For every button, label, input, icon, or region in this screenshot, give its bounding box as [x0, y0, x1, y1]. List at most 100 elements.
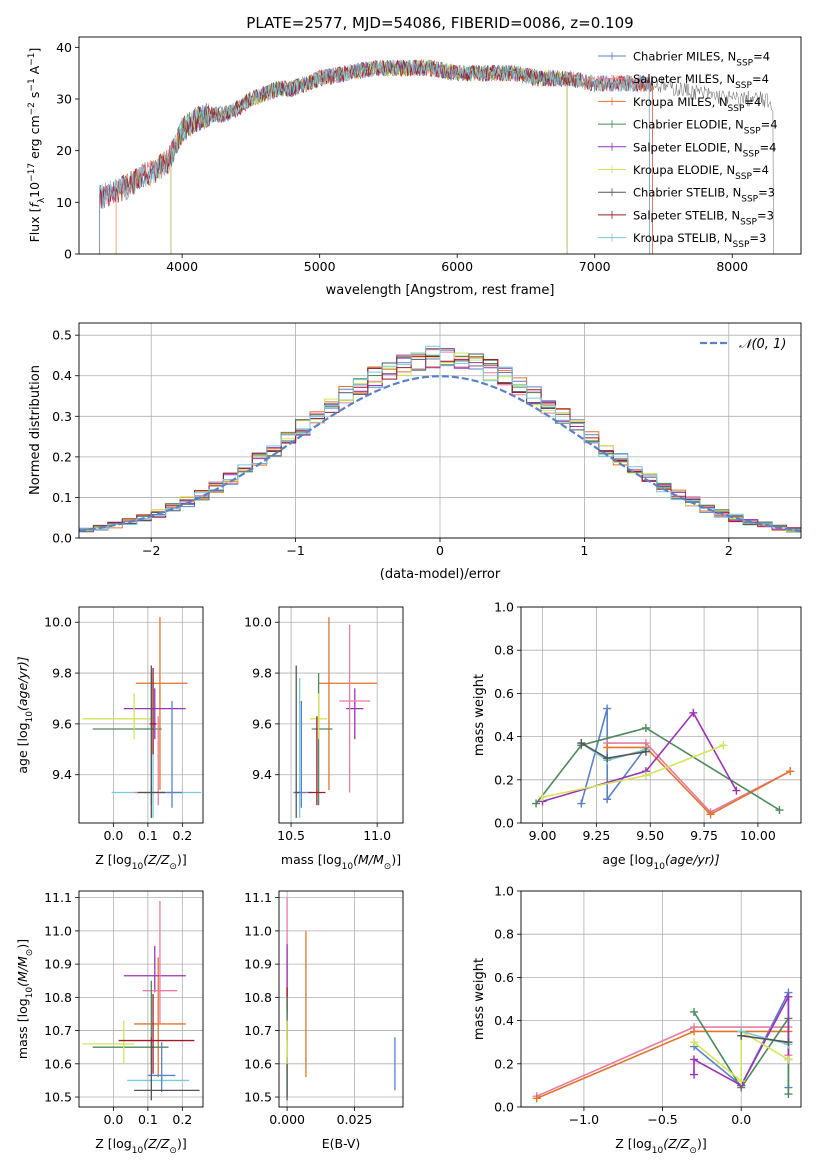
axes-frame [78, 36, 802, 255]
y-tick-label: 0.6 [494, 970, 514, 985]
y-tick-label: 9.8 [252, 666, 272, 681]
axes-frame [78, 606, 204, 824]
x-tick-label: 7000 [579, 259, 611, 274]
weight-line [741, 1034, 789, 1043]
x-tick-label: −1.0 [569, 1112, 599, 1127]
y-tick-label: 0.4 [494, 729, 514, 744]
x-axis-label-part: )] [177, 1136, 187, 1151]
plus-marker [689, 708, 698, 717]
x-axis-label-part: ⊙ [169, 1146, 177, 1156]
y-tick-label: 30 [56, 92, 72, 107]
y-tick-label: 0.2 [494, 772, 514, 787]
x-tick-label: 0.1 [138, 828, 158, 843]
legend-label-part: SSP [735, 81, 752, 91]
y-tick-label: 0.4 [494, 1013, 514, 1028]
x-axis-label: wavelength [Angstrom, rest frame] [326, 283, 555, 298]
legend-label-part: Chabrier MILES, N [633, 50, 736, 64]
y-axis-label-part: mass [log [15, 998, 30, 1059]
x-tick-label: 9.00 [529, 828, 557, 843]
legend-label-part: SSP [744, 127, 761, 137]
chart-weight-vs-Z: −1.0 −0.5 0.0 0.0 0.2 0.4 0.6 0.8 1.0 Z [log10(Z/… [472, 884, 802, 1156]
y-tick-label: 0.5 [52, 328, 72, 343]
legend-label-part: Salpeter STELIB, N [633, 208, 740, 222]
y-tick-label: 0.2 [494, 1056, 514, 1071]
legend-label: Chabrier STELIB, NSSP=3 [633, 186, 775, 205]
plus-marker [784, 1038, 793, 1047]
x-tick-label: 11.0 [363, 828, 391, 843]
x-axis-label: age [log10(age/yr)] [602, 852, 719, 872]
x-tick-label: 0.2 [172, 1112, 192, 1127]
x-tick-label: 1 [580, 543, 588, 558]
y-tick-label: 10.9 [244, 957, 272, 972]
y-axis-label-part: −1 [27, 78, 37, 91]
x-axis-label-part: (Z/Z [143, 1136, 170, 1151]
plot-area-weight-vs-Z [532, 988, 793, 1103]
x-axis-label: Z [log10(Z/Z⊙)] [615, 1136, 706, 1156]
legend-label: Chabrier ELODIE, NSSP=4 [633, 118, 778, 137]
y-tick-label: 0 [64, 247, 72, 262]
y-axis-label-part: age [log [15, 722, 30, 773]
y-tick-label: 10.0 [44, 615, 72, 630]
legend-label-part: =3 [758, 186, 775, 200]
x-tick-label: 4000 [166, 259, 198, 274]
y-tick-label: 10.7 [244, 1023, 272, 1038]
legend-label-part: =3 [757, 208, 774, 222]
y-axis-label-part: (M/M [15, 956, 30, 987]
y-tick-label: 10.0 [244, 615, 272, 630]
legend-label-part: SSP [741, 195, 758, 205]
x-axis-label: Z [log10(Z/Z⊙)] [95, 1136, 186, 1156]
plot-area-age-vs-Z [82, 617, 202, 818]
plus-marker [641, 723, 650, 732]
x-axis-label-part: (Z/Z [663, 1136, 690, 1151]
x-tick-label: 6000 [441, 259, 473, 274]
legend-label-part: =4 [744, 95, 761, 109]
y-axis-label: mass weight [472, 674, 487, 756]
y-tick-label: 20 [56, 143, 72, 158]
x-axis-label-part: ⊙ [689, 1146, 697, 1156]
x-axis-label-part: 10 [342, 862, 354, 872]
y-tick-label: 9.6 [252, 716, 272, 731]
x-axis-label-part: 10 [652, 1146, 664, 1156]
x-tick-label: 10.00 [740, 828, 776, 843]
plot-area-mass-vs-ebv [286, 897, 396, 1101]
x-tick-label: 0.2 [172, 828, 192, 843]
legend-label: Salpeter ELODIE, NSSP=4 [633, 140, 776, 159]
legend-label-part: Chabrier ELODIE, N [633, 118, 744, 132]
axes-frame [78, 322, 802, 539]
legend-label-part: =4 [753, 50, 770, 64]
plus-marker [690, 1038, 699, 1047]
x-axis-label: Z [log10(Z/Z⊙)] [95, 852, 186, 872]
x-axis-label: E(B-V) [322, 1136, 361, 1151]
chart-age-vs-Z: 0.0 0.1 0.29.49.69.810.0Z [log10(Z/Z⊙)]age… [15, 606, 204, 872]
y-axis-label-part: ] [27, 48, 42, 53]
weight-line [580, 708, 647, 804]
y-tick-label: 1.0 [494, 600, 514, 615]
y-tick-label: 0.0 [494, 1100, 514, 1115]
plus-marker [641, 747, 650, 756]
plus-marker [603, 743, 612, 752]
x-tick-label: 9.25 [582, 828, 610, 843]
y-axis-label-part: )] [15, 939, 30, 949]
plus-marker [690, 1027, 699, 1036]
legend-label-part: Kroupa ELODIE, N [633, 163, 735, 177]
axes-frame [520, 890, 802, 1108]
legend-label-part: SSP [736, 59, 753, 69]
weight-line [693, 1029, 789, 1083]
legend-label: Salpeter STELIB, NSSP=3 [633, 208, 774, 227]
gaussian-curve [79, 375, 801, 532]
y-tick-label: 0.0 [52, 531, 72, 546]
x-axis-label-part: (Z/Z [143, 852, 170, 867]
y-axis-label-part: ⊙ [25, 949, 35, 957]
y-axis-label-part: 10 [25, 987, 35, 999]
legend-label-part: =4 [752, 72, 769, 86]
plus-marker [690, 1070, 699, 1079]
legend-label: Chabrier MILES, NSSP=4 [633, 50, 770, 69]
y-axis-label-part: A [27, 65, 42, 78]
x-tick-label: −1 [286, 543, 304, 558]
axes-frame [520, 606, 802, 824]
x-axis-label-part: 10 [654, 862, 666, 872]
plus-marker [737, 1077, 746, 1086]
plus-marker [532, 1094, 541, 1103]
y-axis-label: mass [log10(M/M⊙)] [15, 939, 35, 1059]
x-tick-label: 2 [725, 543, 733, 558]
